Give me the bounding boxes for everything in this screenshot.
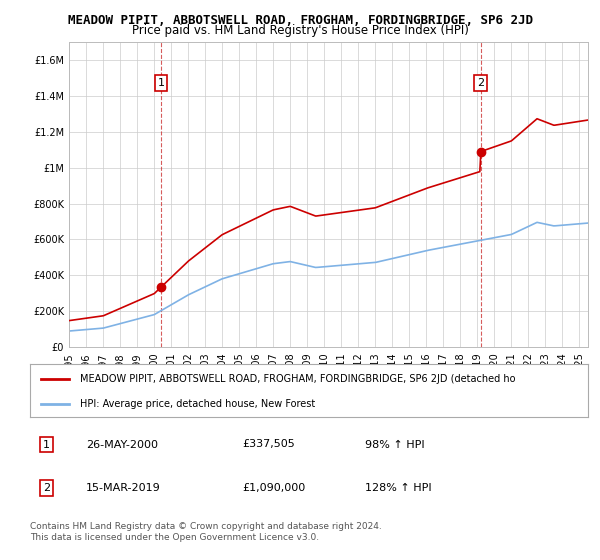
Text: £337,505: £337,505 xyxy=(242,440,295,450)
Text: MEADOW PIPIT, ABBOTSWELL ROAD, FROGHAM, FORDINGBRIDGE, SP6 2JD: MEADOW PIPIT, ABBOTSWELL ROAD, FROGHAM, … xyxy=(67,14,533,27)
Text: 2: 2 xyxy=(477,78,484,88)
Text: 15-MAR-2019: 15-MAR-2019 xyxy=(86,483,161,493)
Text: 98% ↑ HPI: 98% ↑ HPI xyxy=(365,440,424,450)
Text: Price paid vs. HM Land Registry's House Price Index (HPI): Price paid vs. HM Land Registry's House … xyxy=(131,24,469,37)
Text: 1: 1 xyxy=(43,440,50,450)
Text: 128% ↑ HPI: 128% ↑ HPI xyxy=(365,483,431,493)
Text: HPI: Average price, detached house, New Forest: HPI: Average price, detached house, New … xyxy=(80,399,316,409)
Text: MEADOW PIPIT, ABBOTSWELL ROAD, FROGHAM, FORDINGBRIDGE, SP6 2JD (detached ho: MEADOW PIPIT, ABBOTSWELL ROAD, FROGHAM, … xyxy=(80,374,516,384)
Text: 2: 2 xyxy=(43,483,50,493)
Text: Contains HM Land Registry data © Crown copyright and database right 2024.: Contains HM Land Registry data © Crown c… xyxy=(30,522,382,531)
Text: 1: 1 xyxy=(157,78,164,88)
Text: 26-MAY-2000: 26-MAY-2000 xyxy=(86,440,158,450)
Text: This data is licensed under the Open Government Licence v3.0.: This data is licensed under the Open Gov… xyxy=(30,533,319,543)
Text: £1,090,000: £1,090,000 xyxy=(242,483,305,493)
